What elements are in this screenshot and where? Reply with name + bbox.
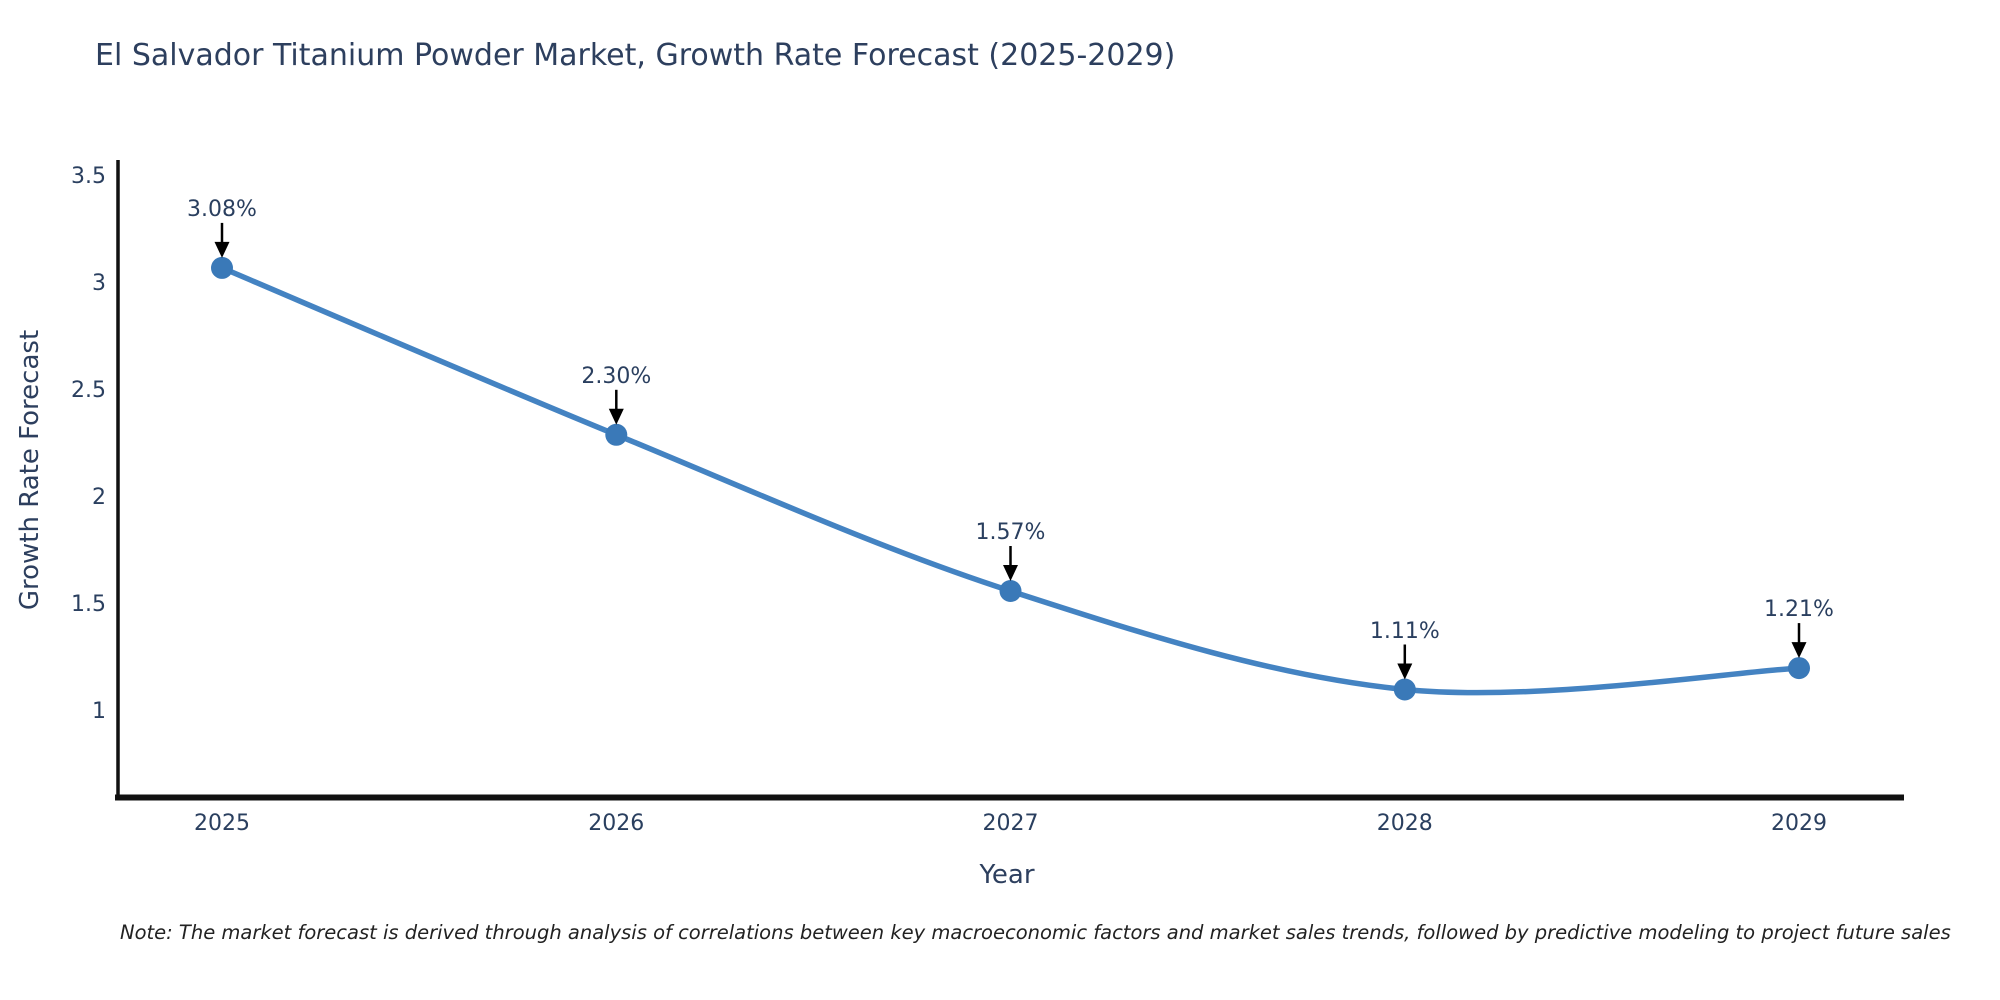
y-tick-label: 2 xyxy=(92,485,106,510)
annotation-arrow-head xyxy=(608,408,624,425)
point-value-label: 1.21% xyxy=(1764,597,1834,623)
annotation-arrow-head xyxy=(1397,663,1413,680)
data-point-marker xyxy=(605,423,628,446)
y-tick-label: 3.5 xyxy=(71,164,106,189)
y-tick-label: 2.5 xyxy=(71,378,106,403)
x-tick-label: 2028 xyxy=(1376,811,1433,836)
y-tick-label: 1 xyxy=(92,699,106,724)
point-value-label: 1.57% xyxy=(975,520,1046,545)
point-value-label: 2.30% xyxy=(581,363,652,389)
annotation-arrow-head xyxy=(214,241,230,258)
x-tick-label: 2029 xyxy=(1771,811,1827,836)
y-tick-label: 3 xyxy=(92,271,106,296)
x-axis-title: Year xyxy=(979,860,1035,890)
data-point-marker xyxy=(211,256,233,279)
data-point-marker xyxy=(1393,678,1416,701)
chart-title: El Salvador Titanium Powder Market, Grow… xyxy=(95,38,1176,73)
y-axis-title: Growth Rate Forecast xyxy=(15,329,45,611)
x-tick-label: 2025 xyxy=(194,811,250,836)
forecast-line xyxy=(219,265,1802,696)
x-tick-label: 2026 xyxy=(588,811,645,836)
point-value-label: 1.11% xyxy=(1369,618,1440,644)
footnote: Note: The market forecast is derived thr… xyxy=(120,921,1951,944)
point-value-label: 3.08% xyxy=(187,196,257,222)
annotation-arrow-head xyxy=(1003,565,1018,581)
y-tick-label: 1.5 xyxy=(71,592,106,617)
x-tick-label: 2027 xyxy=(982,811,1039,836)
data-point-marker xyxy=(999,580,1022,602)
data-point-marker xyxy=(1788,657,1810,680)
annotation-arrow-head xyxy=(1791,642,1807,659)
